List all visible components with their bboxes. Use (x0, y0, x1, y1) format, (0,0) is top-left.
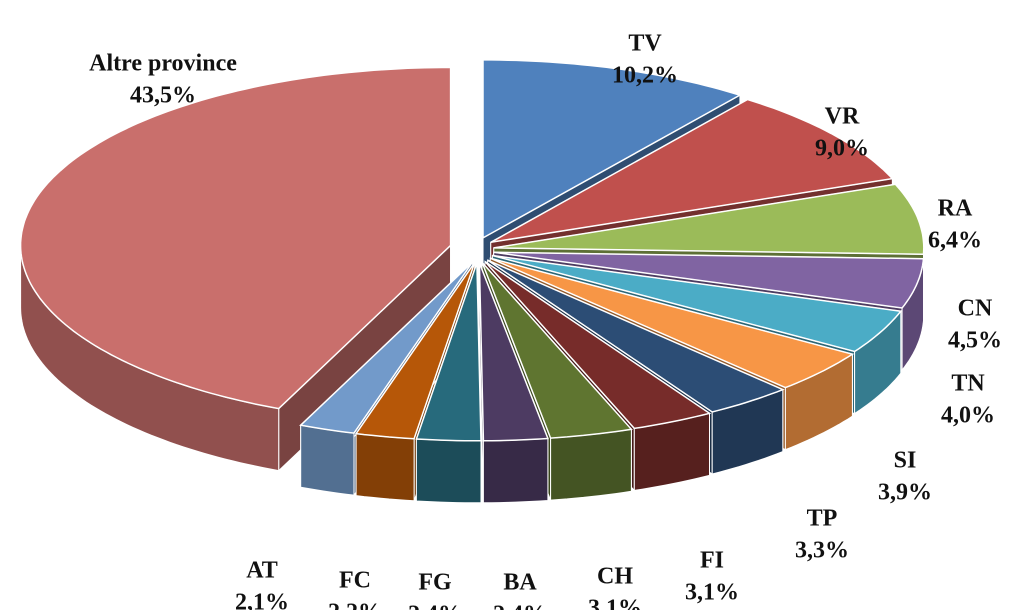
slice-value-label: 3,1% (588, 596, 642, 610)
slice-value-label: 2,1% (235, 590, 289, 610)
slice-tops (19, 59, 925, 442)
slice-value-label: 9,0% (815, 136, 869, 162)
slice-side (355, 433, 415, 502)
slice (493, 251, 925, 309)
slice (299, 261, 474, 434)
slice-value-label: 3,3% (795, 538, 849, 564)
slice-side (550, 428, 632, 501)
slice-value-label: 6,4% (928, 228, 982, 254)
slice-label: TV (628, 31, 662, 57)
slice (489, 257, 855, 389)
slice-label: FI (700, 548, 724, 574)
slice-label: TN (951, 371, 985, 397)
slice (490, 98, 894, 244)
slice-value-label: 3,1% (685, 580, 739, 606)
slice (487, 259, 785, 413)
slice-value-label: 43,5% (130, 83, 196, 109)
slice-value-label: 2,4% (408, 602, 462, 610)
slice-value-label: 4,5% (948, 328, 1002, 354)
slice-label: Altre province (89, 51, 237, 77)
slice-label: CH (597, 564, 633, 590)
slice-side (482, 437, 549, 504)
slice (354, 262, 476, 440)
slice (19, 66, 452, 410)
slice-label: FG (418, 570, 452, 596)
slice-label: SI (894, 448, 917, 474)
slice-value-label: 2,2% (328, 600, 382, 610)
slice (493, 183, 925, 256)
slice-label: RA (938, 196, 973, 222)
slice-label: FC (339, 568, 371, 594)
slice-label: TP (807, 506, 838, 532)
slice-value-label: 4,0% (941, 403, 995, 429)
slice-label: BA (503, 570, 537, 596)
slice-label: VR (825, 104, 860, 130)
slice (478, 262, 549, 442)
slice-side (300, 424, 355, 496)
slice-value-label: 10,2% (612, 63, 678, 89)
slice (492, 254, 903, 353)
slice-label: CN (958, 296, 993, 322)
slice (484, 260, 712, 430)
slice-value-label: 2,4% (493, 602, 547, 610)
slice (415, 262, 482, 442)
slice-value-label: 3,9% (878, 480, 932, 506)
slice-side (415, 438, 482, 504)
slice (481, 261, 633, 439)
slice (482, 59, 742, 240)
slice-label: AT (246, 558, 278, 584)
